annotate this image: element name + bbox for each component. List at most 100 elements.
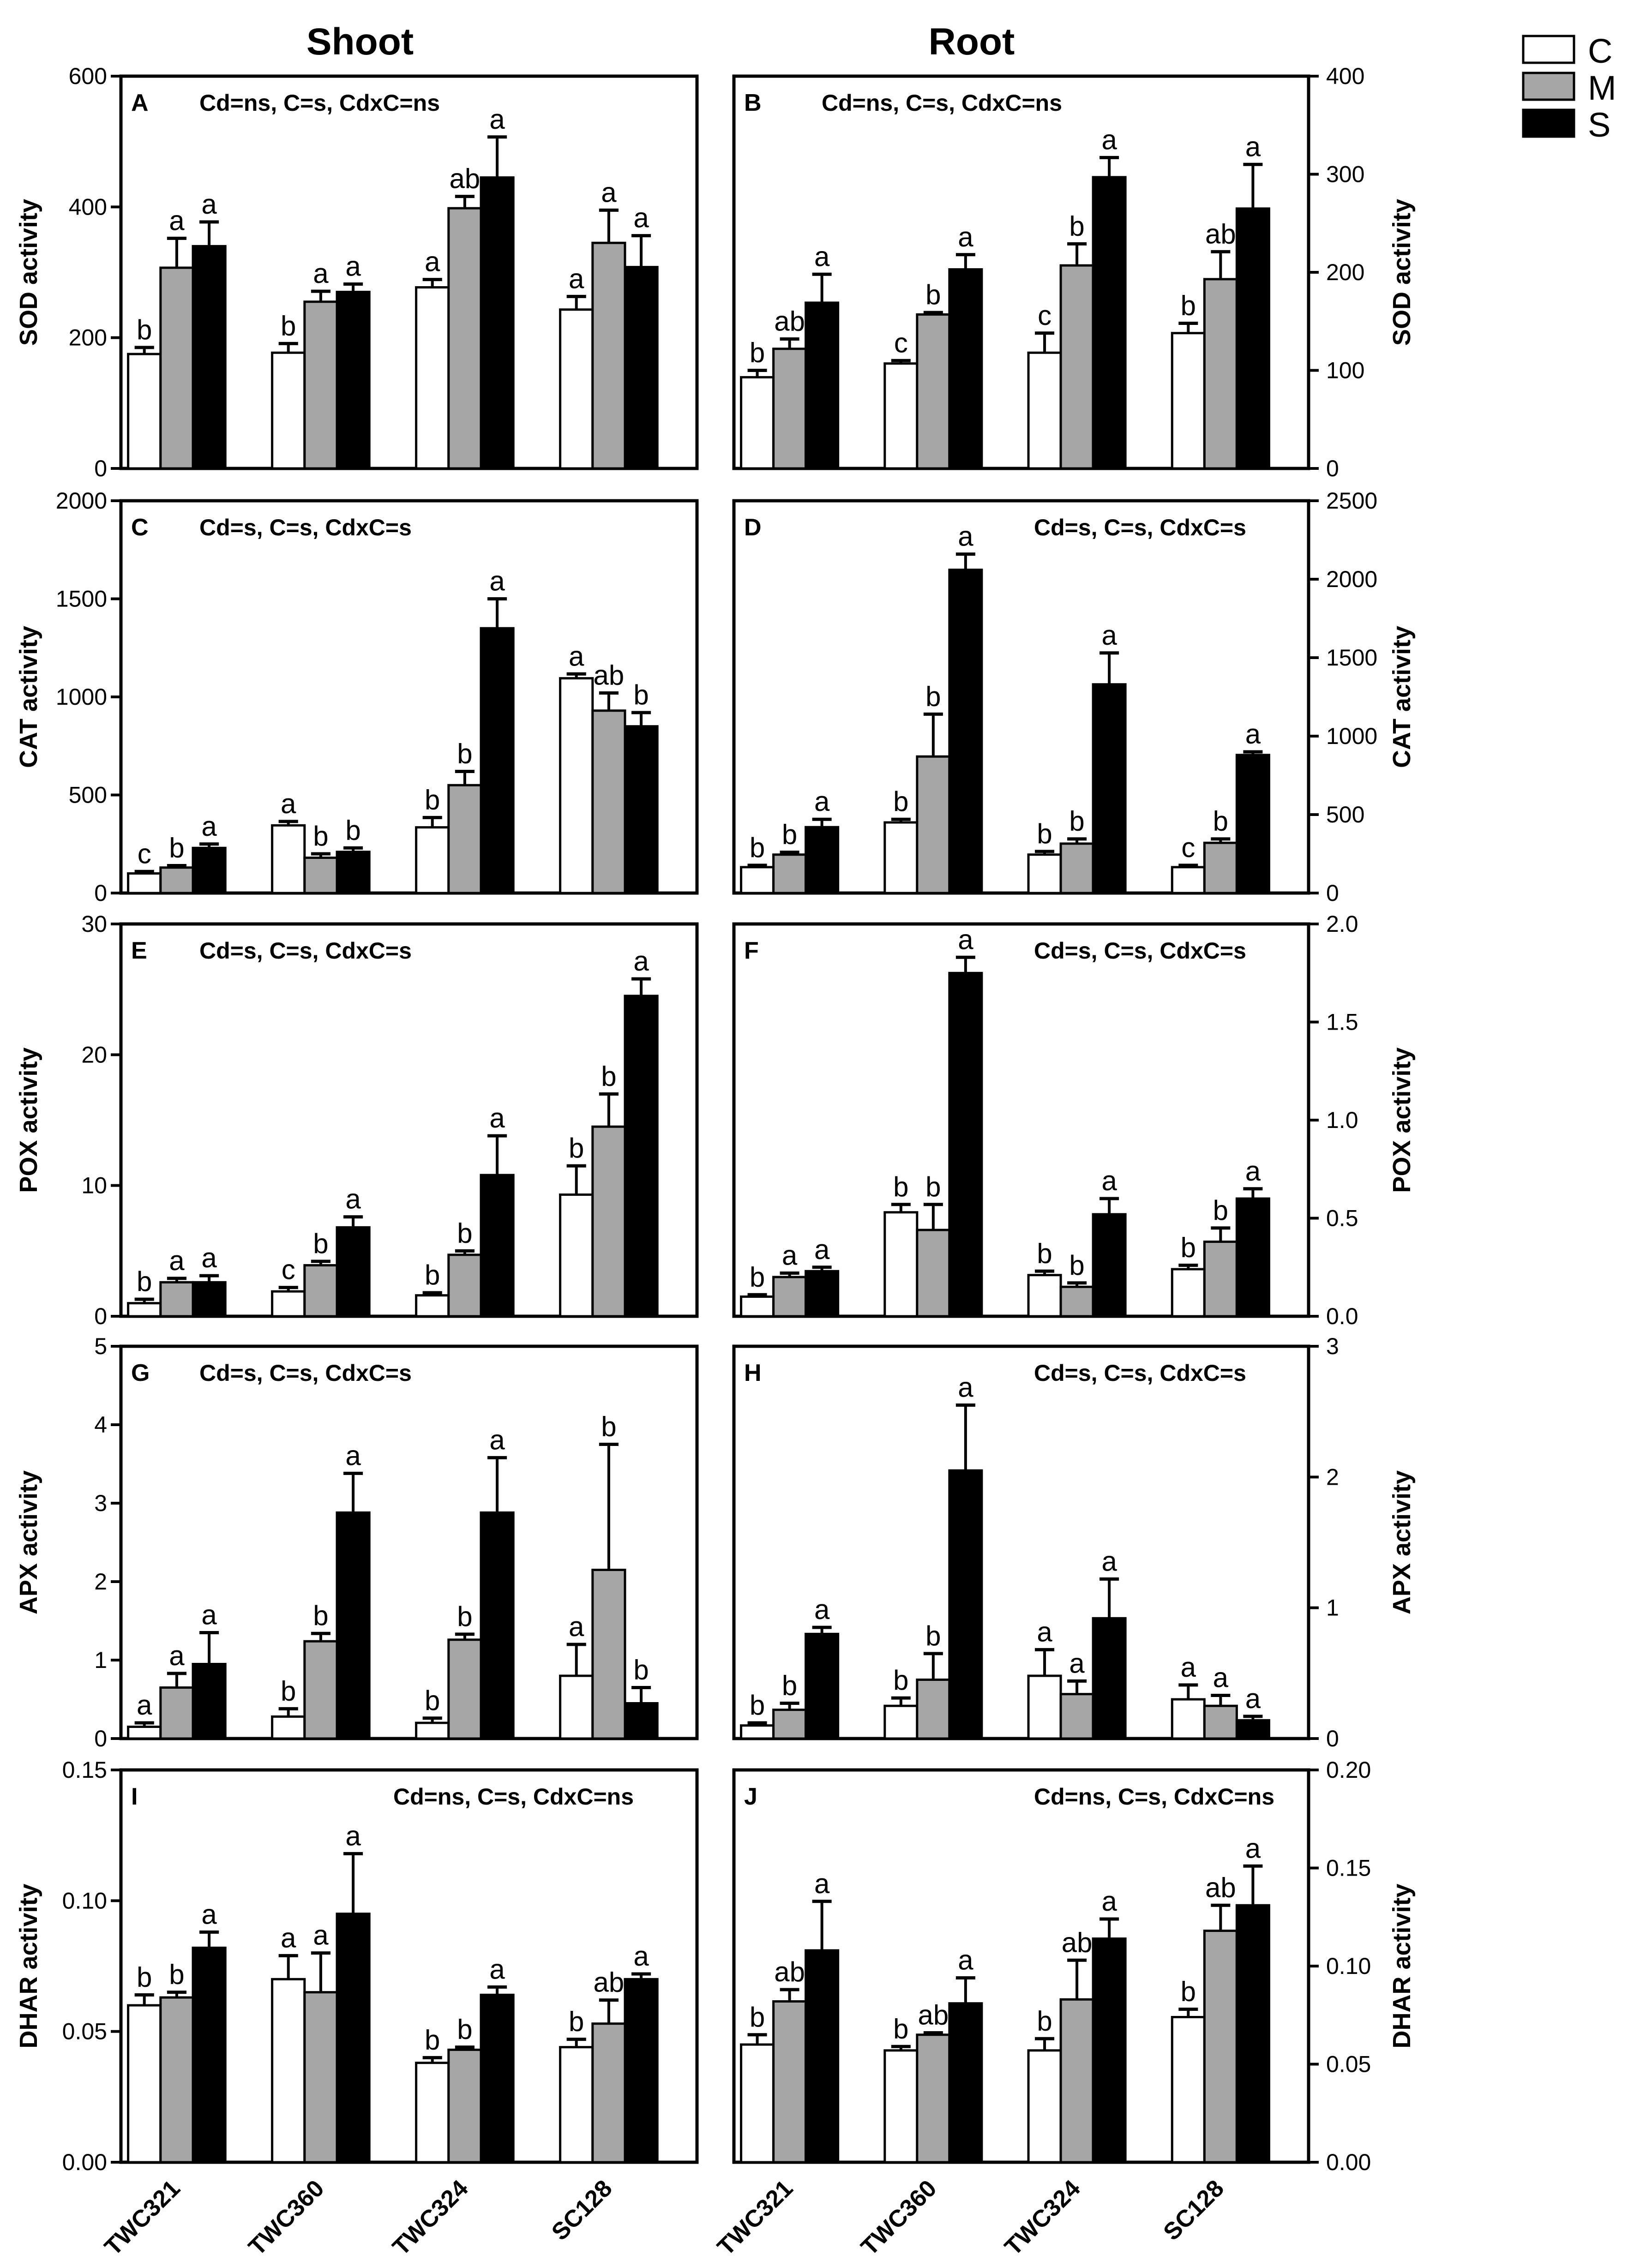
significance-letter: a: [569, 263, 584, 294]
bar-c-twc321: [740, 1295, 775, 1318]
y-axis-label: SOD activity: [1388, 199, 1416, 346]
bar-m-twc321: [772, 1276, 807, 1318]
panel-frame: [732, 1344, 1310, 1740]
bar-c-twc360: [883, 362, 919, 470]
significance-letter: b: [1213, 806, 1228, 837]
bar-s-twc321: [805, 1949, 840, 2164]
bar-s-sc128: [624, 266, 659, 470]
panel-stats: Cd=s, C=s, CdxC=s: [1034, 515, 1246, 540]
legend-label-c: C: [1588, 32, 1612, 70]
significance-letter: b: [750, 1690, 765, 1721]
significance-letter: a: [814, 1868, 830, 1899]
significance-letter: a: [814, 241, 830, 272]
y-tick-label: 10: [81, 1173, 107, 1199]
significance-letter: a: [814, 786, 830, 817]
bar-s-twc321: [192, 1281, 227, 1318]
significance-letter: a: [814, 1234, 830, 1265]
y-axis-label: DHAR activity: [1388, 1883, 1416, 2048]
bar-s-twc324: [1092, 1617, 1127, 1740]
bar-s-twc324: [480, 1511, 515, 1740]
y-tick-label: 0: [94, 880, 107, 906]
bar-s-twc360: [948, 268, 983, 470]
significance-letter: a: [1245, 131, 1261, 162]
panel-letter: B: [744, 90, 762, 116]
legend-label-m: M: [1588, 69, 1616, 107]
y-tick-label: 1000: [56, 684, 107, 710]
y-tick-label: 0: [1326, 880, 1339, 906]
significance-letter: a: [489, 104, 505, 135]
significance-letter: a: [1181, 1652, 1196, 1683]
bar-m-twc360: [916, 1229, 951, 1318]
significance-letter: b: [425, 1259, 440, 1290]
y-axis-label: POX activity: [1388, 1047, 1416, 1193]
bar-c-sc128: [559, 1674, 594, 1740]
bar-c-twc324: [415, 286, 450, 470]
significance-letter: b: [425, 784, 440, 815]
significance-letter: a: [1101, 1165, 1117, 1196]
bar-s-twc324: [1092, 1937, 1127, 2164]
bar-m-sc128: [591, 1125, 626, 1318]
bar-m-sc128: [1203, 841, 1238, 894]
significance-letter: b: [633, 1655, 649, 1685]
panel-letter: C: [131, 514, 149, 541]
significance-letter: b: [750, 1261, 765, 1292]
y-tick-label: 2000: [56, 488, 107, 514]
significance-letter: b: [1037, 1238, 1052, 1269]
bar-m-twc321: [159, 866, 194, 894]
significance-letter: ab: [450, 163, 481, 194]
panel-frame: [119, 922, 699, 1318]
significance-letter: a: [137, 1690, 152, 1721]
significance-letter: b: [782, 819, 797, 850]
bar-s-sc128: [1235, 754, 1270, 894]
significance-letter: a: [1101, 124, 1117, 155]
bar-c-twc360: [271, 824, 306, 894]
bar-s-twc321: [192, 245, 227, 470]
legend-swatch-s: [1522, 108, 1575, 138]
bar-c-twc324: [1027, 2049, 1062, 2164]
significance-letter: b: [633, 679, 649, 710]
bar-m-sc128: [591, 241, 626, 470]
bar-s-twc360: [948, 972, 983, 1318]
significance-letter: a: [601, 177, 617, 208]
y-tick-label: 4: [94, 1412, 107, 1438]
significance-letter: ab: [918, 2000, 949, 2031]
bar-c-sc128: [559, 2046, 594, 2164]
bar-m-twc324: [1059, 1285, 1094, 1318]
significance-letter: b: [1069, 806, 1084, 837]
significance-letter: b: [313, 821, 328, 852]
y-tick-label: 0.20: [1326, 1757, 1371, 1783]
bar-m-twc324: [447, 1253, 482, 1318]
bar-s-sc128: [1235, 207, 1270, 470]
y-tick-label: 0: [94, 1726, 107, 1751]
y-tick-label: 200: [69, 325, 107, 351]
significance-letter: b: [750, 2002, 765, 2033]
x-category-label: TWC360: [856, 2175, 942, 2261]
bar-m-twc321: [159, 1996, 194, 2164]
y-tick-label: 1: [94, 1647, 107, 1673]
significance-letter: a: [201, 1600, 217, 1631]
significance-letter: a: [489, 1954, 505, 1985]
bar-c-sc128: [1171, 2016, 1206, 2164]
significance-letter: a: [1101, 1886, 1117, 1917]
significance-letter: c: [894, 327, 908, 358]
significance-letter: a: [489, 1424, 505, 1455]
panel-i: I Cd=ns, C=s, CdxC=ns 0.00 0.05 0.10 0.15 DHAR…: [15, 1757, 699, 2261]
y-tick-label: 400: [69, 194, 107, 220]
panel-stats: Cd=ns, C=s, CdxC=ns: [199, 90, 440, 116]
significance-letter: b: [457, 738, 472, 769]
bar-s-twc321: [805, 826, 840, 894]
significance-letter: a: [569, 1611, 584, 1642]
bar-c-twc324: [1027, 351, 1062, 470]
legend-swatch-c: [1522, 35, 1575, 64]
bar-s-twc360: [336, 1226, 371, 1318]
bar-c-sc128: [559, 1193, 594, 1318]
significance-letter: b: [457, 2014, 472, 2045]
panel-stats: Cd=s, C=s, CdxC=s: [199, 938, 412, 964]
bar-s-twc321: [192, 1946, 227, 2164]
significance-letter: b: [137, 1266, 152, 1297]
panel-stats: Cd=ns, C=s, CdxC=ns: [1034, 1784, 1274, 1810]
significance-letter: a: [1245, 719, 1261, 750]
panel-letter: E: [131, 937, 147, 964]
significance-letter: b: [601, 1061, 616, 1092]
significance-letter: a: [425, 246, 440, 277]
